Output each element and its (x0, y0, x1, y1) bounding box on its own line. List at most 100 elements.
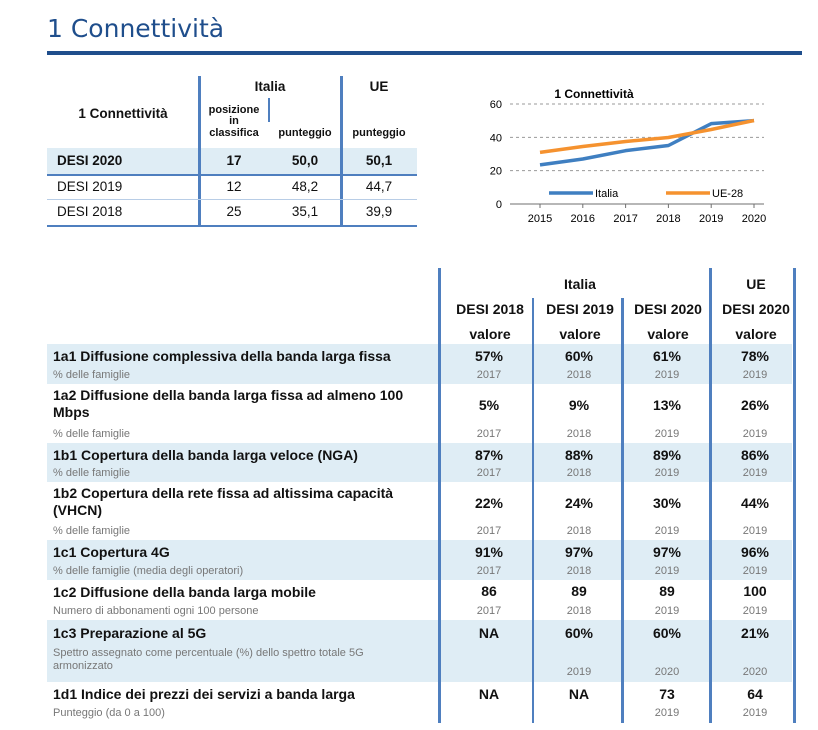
indicators-vrule (621, 298, 624, 723)
indicator-value: 86% (740, 447, 770, 463)
chart-x-tick-label: 2017 (613, 213, 637, 225)
indicator-label: 1b2 Copertura della rete fissa ad altiss… (53, 485, 394, 518)
indicator-year: 2019 (742, 467, 768, 479)
summary-col-score-ue: punteggio (352, 127, 406, 140)
chart-x-tick-label: 2015 (528, 213, 552, 225)
summary-row-score-ue: 50,1 (365, 153, 393, 169)
indicator-year: 2019 (654, 467, 680, 479)
indicator-year: 2019 (742, 369, 768, 381)
summary-row-label: DESI 2018 (57, 204, 123, 220)
indicator-year: 2020 (742, 666, 768, 678)
indicator-description: % delle famiglie (53, 525, 131, 537)
indicator-year: 2017 (476, 467, 502, 479)
indicator-year: 2019 (654, 707, 680, 719)
indicator-label: 1c1 Copertura 4G (53, 544, 170, 560)
indicator-value: 89 (571, 583, 587, 599)
indicator-value: 60% (652, 625, 682, 641)
indicator-year: 2017 (476, 605, 502, 617)
indicator-value: 30% (652, 495, 682, 511)
indicators-table: Italia UE DESI 2018 valore DESI 2019 valore DE… (47, 268, 802, 728)
indicator-value: 60% (564, 625, 594, 641)
chart-legend-label: Italia (595, 188, 619, 200)
indicator-row: 1c1 Copertura 4G % delle famiglie (media … (47, 540, 792, 580)
summary-vrule (340, 76, 343, 226)
indicator-year: 2019 (654, 565, 680, 577)
indicator-value: 97% (564, 544, 594, 560)
indicator-year: 2019 (742, 428, 768, 440)
summary-vrule (268, 98, 270, 122)
indicator-year: 2018 (566, 605, 592, 617)
indicator-description: Spettro assegnato come percentuale (%) d… (53, 647, 364, 672)
summary-row-rank: 12 (226, 179, 242, 195)
indicator-value: 44% (740, 495, 770, 511)
indicator-value: 96% (740, 544, 770, 560)
indicator-row: 1c3 Preparazione al 5G Spettro assegnato … (47, 620, 792, 682)
indicator-value: 97% (652, 544, 682, 560)
summary-col-score-italia: punteggio (278, 127, 332, 140)
summary-row-score-italia: 48,2 (291, 179, 319, 195)
indicators-col-subheader: valore (735, 326, 777, 342)
indicator-value: 60% (564, 348, 594, 364)
indicator-label: 1a2 Diffusione della banda larga fissa a… (53, 387, 404, 420)
indicator-value: 22% (474, 495, 504, 511)
indicator-year: 2019 (742, 565, 768, 577)
connectivity-line-chart: 1 Connettività 0 20 40 60 2015 2016 2017 2018 2… (474, 86, 794, 236)
indicator-row: 1a1 Diffusione complessiva della banda l… (47, 344, 792, 384)
indicators-col-header: DESI 2020 (634, 301, 702, 317)
summary-row-label: DESI 2019 (57, 179, 123, 195)
indicator-year: 2017 (476, 565, 502, 577)
summary-row-score-ue: 44,7 (365, 179, 393, 195)
chart-x-tick-label: 2020 (742, 213, 766, 225)
summary-row-rank: 25 (226, 204, 242, 220)
indicators-col-header: DESI 2020 (722, 301, 790, 317)
page-title: 1 Connettività (47, 14, 225, 43)
summary-hrule (47, 174, 417, 176)
indicators-vrule (793, 268, 796, 723)
chart-series-line-italia (539, 118, 755, 167)
title-divider (47, 51, 802, 55)
chart-legend-label: UE-28 (712, 188, 743, 200)
indicator-row: 1b1 Copertura della banda larga veloce (… (47, 443, 792, 482)
indicator-year: 2017 (476, 369, 502, 381)
indicator-year: 2018 (566, 369, 592, 381)
indicator-value: NA (568, 686, 590, 702)
indicator-description: Numero di abbonamenti ogni 100 persone (53, 605, 259, 617)
summary-corner-label: 1 Connettività (78, 105, 168, 121)
indicator-value: 78% (740, 348, 770, 364)
summary-col-rank: posizione in classifica (208, 103, 260, 139)
indicator-value: 13% (652, 397, 682, 413)
indicator-year: 2017 (476, 428, 502, 440)
indicator-value: 91% (474, 544, 504, 560)
indicator-year: 2017 (476, 525, 502, 537)
indicators-col-header: DESI 2018 (456, 301, 524, 317)
indicator-value: NA (478, 625, 500, 641)
indicator-year: 2018 (566, 565, 592, 577)
indicator-value: 21% (740, 625, 770, 641)
indicator-description: % delle famiglie (53, 428, 131, 440)
indicator-year: 2019 (742, 525, 768, 537)
summary-group-ue: UE (369, 78, 389, 94)
chart-y-tick-label: 60 (490, 99, 502, 111)
indicator-value: 73 (659, 686, 675, 702)
indicator-year: 2018 (566, 525, 592, 537)
chart-x-tick-label: 2019 (699, 213, 723, 225)
indicators-vrule (709, 268, 712, 723)
indicator-year: 2019 (654, 428, 680, 440)
indicator-value: 57% (474, 348, 504, 364)
indicator-label: 1c3 Preparazione al 5G (53, 625, 207, 641)
chart-y-tick-label: 0 (496, 199, 502, 211)
summary-highlight-row (47, 148, 417, 175)
indicator-label: 1b1 Copertura della banda larga veloce (… (53, 447, 358, 463)
indicator-value: 86 (481, 583, 497, 599)
indicator-year: 2019 (566, 666, 592, 678)
indicator-label: 1a1 Diffusione complessiva della banda l… (53, 348, 391, 364)
summary-row-score-italia: 35,1 (291, 204, 319, 220)
summary-table: 1 Connettività Italia UE posizione in cl… (47, 76, 417, 227)
indicator-description: % delle famiglie (53, 467, 131, 479)
indicator-year: 2020 (654, 666, 680, 678)
summary-vrule (198, 76, 201, 226)
indicators-vrule (532, 298, 534, 723)
indicator-value: 100 (743, 583, 767, 599)
indicator-value: 89 (659, 583, 675, 599)
indicator-value: 87% (474, 447, 504, 463)
